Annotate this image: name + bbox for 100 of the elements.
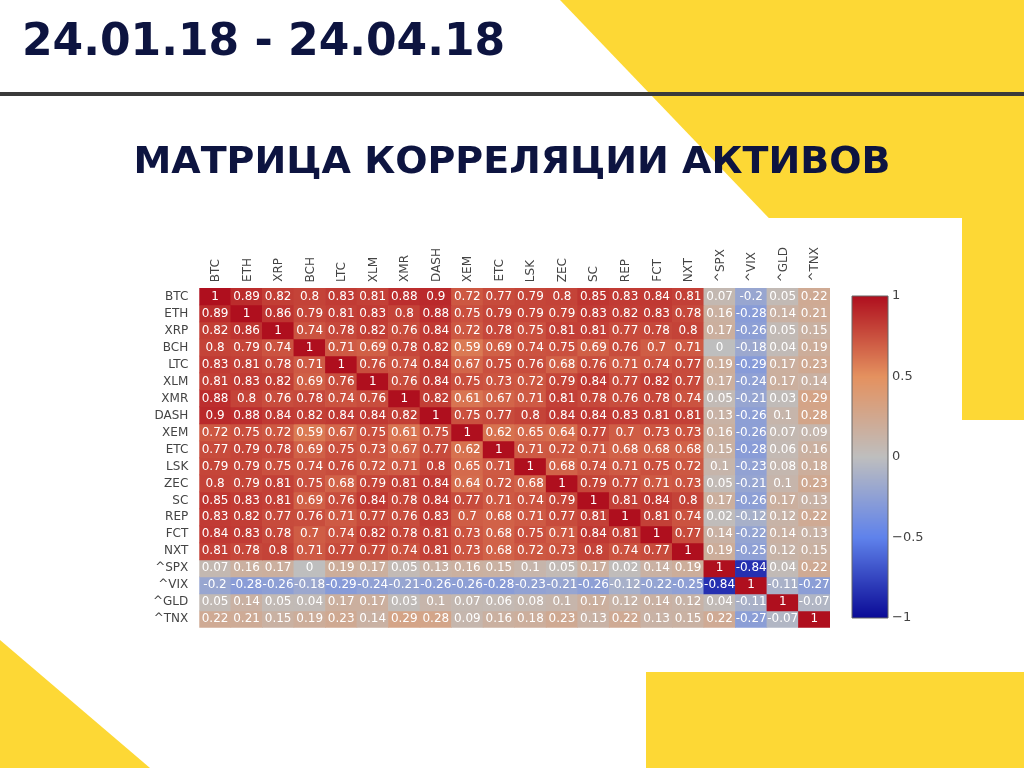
- data-label: 0.82: [201, 322, 229, 337]
- data-label: 0.79: [517, 288, 544, 303]
- y-tick-label: LTC: [168, 356, 189, 371]
- data-label: 0.83: [327, 288, 355, 303]
- data-label: 0.75: [548, 339, 576, 354]
- data-label: 0.79: [517, 305, 544, 320]
- data-label: 0.29: [390, 611, 418, 626]
- data-label: 0.22: [800, 288, 828, 303]
- data-label: -0.23: [735, 458, 767, 473]
- data-label: 0.84: [580, 373, 607, 388]
- data-label: 0.81: [643, 407, 670, 422]
- data-label: 0.89: [233, 288, 260, 303]
- data-label: 0.82: [390, 407, 418, 422]
- data-label: 0.15: [800, 322, 828, 337]
- data-label: 0.14: [769, 305, 797, 320]
- data-label: 0.7: [457, 509, 477, 524]
- color-bar-label: 1: [892, 287, 901, 303]
- data-label: 0.71: [548, 526, 576, 541]
- data-label: 0.69: [485, 339, 513, 354]
- data-label: 0.82: [422, 390, 450, 405]
- data-label: 0.68: [548, 356, 576, 371]
- data-label: 0.16: [800, 441, 828, 456]
- data-label: 0.23: [800, 475, 828, 490]
- data-label: 0.68: [674, 441, 702, 456]
- data-label: -0.27: [798, 577, 830, 592]
- data-label: 0.06: [769, 441, 797, 456]
- data-label: 0.77: [611, 322, 639, 337]
- data-label: 1: [274, 322, 282, 337]
- data-label: 0.88: [390, 288, 418, 303]
- data-label: 0.71: [327, 509, 355, 524]
- data-label: 1: [589, 492, 598, 507]
- data-label: 0.04: [769, 339, 797, 354]
- y-tick-label: REP: [165, 509, 189, 524]
- data-label: 0.61: [390, 424, 418, 439]
- data-label: 0.84: [643, 288, 670, 303]
- data-label: 0.15: [706, 441, 733, 456]
- data-label: 0.15: [800, 543, 828, 558]
- data-label: 0.13: [580, 611, 607, 626]
- x-tick-label: FCT: [649, 259, 664, 282]
- data-label: 0.68: [611, 441, 639, 456]
- data-label: 0.14: [769, 526, 797, 541]
- data-label: 0.68: [643, 441, 670, 456]
- data-label: 0.85: [580, 288, 607, 303]
- data-label: -0.2: [739, 288, 763, 303]
- data-label: 0.84: [643, 492, 670, 507]
- data-label: 0.21: [233, 611, 260, 626]
- data-label: 0.09: [800, 424, 828, 439]
- data-label: 0.72: [201, 424, 229, 439]
- data-label: 0.06: [485, 594, 513, 609]
- data-label: 0.17: [264, 560, 292, 575]
- data-label: 0.81: [422, 526, 450, 541]
- data-label: 0.15: [264, 611, 292, 626]
- data-label: 0.8: [205, 339, 225, 354]
- data-label: 0.72: [674, 458, 702, 473]
- data-label: 0.84: [327, 407, 355, 422]
- data-label: -0.27: [735, 611, 767, 626]
- data-label: 0.84: [201, 526, 229, 541]
- data-label: 0.14: [359, 611, 387, 626]
- data-label: 0.17: [359, 560, 387, 575]
- x-tick-label: ZEC: [554, 258, 569, 283]
- data-label: 0.8: [205, 475, 225, 490]
- data-label: 0.04: [296, 594, 324, 609]
- data-label: 0.73: [674, 424, 702, 439]
- data-label: -0.12: [735, 509, 767, 524]
- data-label: -0.25: [672, 577, 704, 592]
- data-label: 1: [684, 543, 692, 558]
- data-label: 0.82: [643, 373, 670, 388]
- data-label: 0.16: [453, 560, 481, 575]
- data-label: 0.07: [706, 288, 733, 303]
- data-label: 0.69: [580, 339, 607, 354]
- data-label: 0.79: [548, 492, 576, 507]
- data-label: 0.81: [580, 509, 607, 524]
- data-label: 0.28: [422, 611, 450, 626]
- data-label: 0.17: [706, 492, 733, 507]
- y-tick-label: XMR: [161, 390, 189, 405]
- data-label: 0.77: [674, 526, 702, 541]
- data-label: 0.84: [422, 322, 450, 337]
- data-label: 0.05: [201, 594, 229, 609]
- data-label: 0.77: [453, 492, 481, 507]
- data-label: 0.07: [201, 560, 229, 575]
- data-label: 0.7: [615, 424, 635, 439]
- data-label: 0.17: [327, 594, 355, 609]
- x-tick-label: DASH: [428, 248, 443, 282]
- data-label: 0.84: [422, 373, 450, 388]
- data-label: 0.84: [422, 475, 450, 490]
- data-label: 0.81: [643, 509, 670, 524]
- data-label: 0.62: [453, 441, 481, 456]
- data-label: -0.21: [735, 390, 767, 405]
- data-label: 0.77: [327, 543, 355, 558]
- data-label: 0.71: [485, 458, 513, 473]
- data-label: 1: [368, 373, 377, 388]
- data-label: -0.25: [735, 543, 767, 558]
- data-label: 0.82: [611, 305, 639, 320]
- data-label: 0.71: [643, 475, 670, 490]
- data-label: 0.65: [453, 458, 481, 473]
- data-label: 0.72: [485, 475, 513, 490]
- data-label: 0.7: [647, 339, 667, 354]
- data-label: 0.68: [485, 543, 513, 558]
- data-label: 0.71: [517, 509, 544, 524]
- data-label: 0.64: [453, 475, 481, 490]
